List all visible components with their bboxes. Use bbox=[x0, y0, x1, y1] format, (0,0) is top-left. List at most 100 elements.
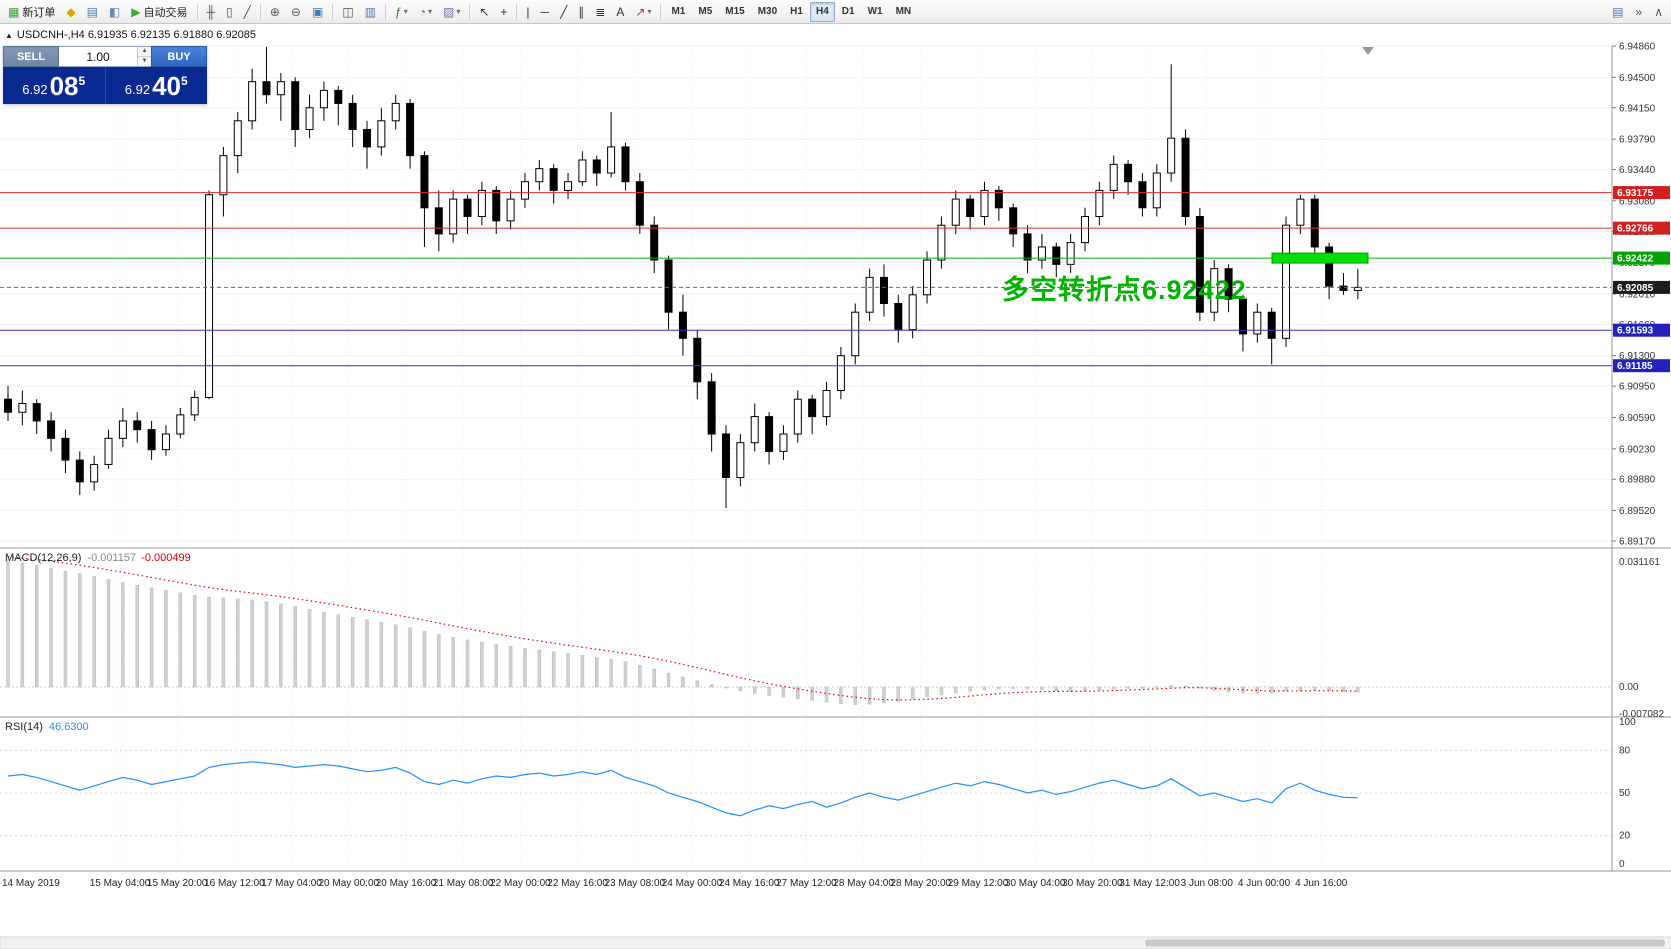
time-label: 15 May 20:00 bbox=[147, 878, 208, 889]
navigator-icon[interactable]: ◧ bbox=[104, 1, 125, 23]
timeframe-w1-button[interactable]: W1 bbox=[867, 6, 883, 17]
zoom-out-icon[interactable]: ⊖ bbox=[286, 1, 306, 23]
vertical-line-icon[interactable]: | bbox=[521, 1, 534, 23]
sell-button[interactable]: SELL bbox=[3, 46, 59, 67]
toolbars-menu-icon[interactable]: » bbox=[1631, 1, 1648, 23]
macd-histogram-bar bbox=[336, 614, 341, 688]
equidistant-channel-icon[interactable]: ∥ bbox=[573, 1, 589, 23]
time-label: 31 May 12:00 bbox=[1119, 878, 1180, 889]
price-tag-text: 6.91593 bbox=[1617, 326, 1654, 337]
auto-scroll-icon[interactable]: ▣ bbox=[307, 1, 328, 23]
candle-body bbox=[1238, 298, 1247, 335]
candle-body bbox=[1181, 137, 1190, 218]
timeframe-m15-button[interactable]: M15 bbox=[725, 6, 745, 17]
macd-histogram-bar bbox=[279, 603, 283, 688]
market-watch-icon[interactable]: ▤ bbox=[82, 1, 103, 23]
cursor-icon[interactable]: ↖ bbox=[474, 1, 494, 23]
timeframe-d1-button[interactable]: D1 bbox=[841, 6, 855, 17]
time-label: 20 May 16:00 bbox=[376, 878, 437, 889]
timeframe-m1-button[interactable]: M1 bbox=[671, 6, 686, 17]
chart-shift-icon[interactable]: ▥ bbox=[360, 1, 381, 23]
bar-chart-icon[interactable]: ╫ bbox=[202, 1, 221, 23]
macd-histogram-bar bbox=[78, 573, 82, 688]
macd-histogram-bar bbox=[796, 686, 800, 700]
candle-body bbox=[1081, 216, 1089, 244]
crosshair-icon[interactable]: + bbox=[495, 1, 512, 23]
timeframe-m5-button[interactable]: M5 bbox=[698, 6, 713, 17]
volume-input[interactable] bbox=[59, 47, 137, 66]
price-scale[interactable]: 6.94860 6.94500 6.94150 6.93790 6.93440 6.930… bbox=[1612, 42, 1656, 548]
rsi-scale-label: 20 bbox=[1619, 831, 1631, 842]
candlesticks bbox=[4, 46, 1362, 508]
candle-body bbox=[1037, 246, 1046, 261]
tile-windows-icon[interactable]: ◫ bbox=[337, 1, 358, 23]
timeframe-h4-button[interactable]: H4 bbox=[809, 1, 835, 22]
macd-histogram-bar bbox=[422, 630, 427, 688]
turning-point-annotation[interactable]: 多空转折点6.92422 bbox=[1002, 275, 1247, 305]
text-label-icon: A bbox=[616, 4, 625, 19]
timeframe-h1-button[interactable]: H1 bbox=[790, 6, 803, 17]
chart-shift-marker[interactable] bbox=[1362, 47, 1374, 55]
candle-body bbox=[32, 403, 41, 422]
candle-body bbox=[233, 120, 242, 157]
volume-decrease-button[interactable]: ▼ bbox=[138, 57, 151, 66]
chart-canvas[interactable]: 6.94860 6.94500 6.94150 6.93790 6.93440 6.930… bbox=[0, 24, 1671, 949]
periods-icon[interactable]: ◔ ▾ bbox=[414, 1, 437, 23]
candle-body bbox=[75, 459, 84, 483]
macd-histogram-bar bbox=[192, 595, 197, 688]
chevron-down-icon[interactable]: ▾ bbox=[647, 7, 652, 16]
templates-icon[interactable]: ▨ ▾ bbox=[438, 1, 465, 23]
time-label: 14 May 2019 bbox=[2, 878, 60, 889]
new-order-button[interactable]: ▦ 新订单 bbox=[3, 1, 60, 23]
indicators-icon[interactable]: ƒ ▾ bbox=[390, 1, 413, 23]
macd-histogram-bar bbox=[1269, 686, 1274, 694]
text-label-icon[interactable]: A bbox=[611, 1, 629, 23]
horizontal-line-icon[interactable]: ─ bbox=[536, 1, 555, 23]
macd-histogram-bar bbox=[767, 686, 771, 696]
trendline-icon[interactable]: ╱ bbox=[555, 1, 572, 23]
macd-histogram-bar bbox=[681, 676, 685, 688]
new-chart-icon[interactable]: ▤ bbox=[1607, 1, 1628, 23]
ask-price-display[interactable]: 6.92 40 5 bbox=[106, 67, 208, 104]
macd-histogram-bar bbox=[695, 680, 700, 688]
time-label: 28 May 20:00 bbox=[890, 878, 951, 889]
volume-increase-button[interactable]: ▲ bbox=[138, 47, 151, 57]
axis-tick-label: 6.94860 bbox=[1619, 42, 1656, 53]
chevron-down-icon[interactable]: ▾ bbox=[427, 7, 432, 16]
tile-windows-icon: ◫ bbox=[342, 4, 354, 19]
candlestick-chart-icon[interactable]: ▯ bbox=[221, 1, 238, 23]
autotrading-button[interactable]: ▶ 自动交易 bbox=[126, 1, 192, 23]
candle-body bbox=[406, 102, 415, 157]
chart-window[interactable]: 6.94860 6.94500 6.94150 6.93790 6.93440 6.930… bbox=[0, 24, 1671, 949]
collapse-quote-icon[interactable]: ▲ bbox=[5, 30, 13, 40]
profiles-icon[interactable]: ◆ bbox=[61, 1, 80, 23]
time-label: 28 May 04:00 bbox=[833, 878, 894, 889]
rsi-scale-label: 0 bbox=[1619, 859, 1625, 870]
zoom-in-icon[interactable]: ⊕ bbox=[265, 1, 285, 23]
line-chart-icon[interactable]: ╱ bbox=[239, 1, 256, 23]
symbol-quote-text: USDCNH-,H4 6.91935 6.92135 6.91880 6.920… bbox=[16, 29, 257, 41]
autotrading-button-label: 自动交易 bbox=[143, 6, 188, 19]
candle-body bbox=[291, 81, 300, 131]
bid-price-display[interactable]: 6.92 08 5 bbox=[3, 67, 106, 104]
arrows-icon[interactable]: ↗ ▾ bbox=[630, 1, 656, 23]
collapse-toolbar-icon[interactable]: ∧ bbox=[1649, 1, 1668, 23]
timeframe-m30-button[interactable]: M30 bbox=[757, 6, 778, 17]
time-label: 22 May 16:00 bbox=[547, 878, 608, 889]
macd-histogram-bar bbox=[135, 585, 139, 688]
turning-point-highlight[interactable] bbox=[1271, 252, 1369, 264]
candle-body bbox=[219, 155, 228, 196]
timeframe-mn-button[interactable]: MN bbox=[895, 6, 912, 17]
profiles-icon: ◆ bbox=[66, 4, 76, 19]
vertical-grid bbox=[119, 46, 1322, 871]
fibonacci-icon[interactable]: ≣ bbox=[590, 1, 610, 23]
candle-body bbox=[1095, 189, 1104, 218]
chevron-down-icon[interactable]: ▾ bbox=[403, 7, 408, 16]
buy-button[interactable]: BUY bbox=[151, 46, 207, 67]
macd-histogram-bar bbox=[350, 616, 355, 688]
horizontal-scrollbar-thumb[interactable] bbox=[1145, 939, 1665, 947]
chevron-down-icon[interactable]: ▾ bbox=[456, 7, 461, 16]
macd-histogram-bar bbox=[738, 686, 743, 692]
candle-body bbox=[779, 433, 788, 452]
